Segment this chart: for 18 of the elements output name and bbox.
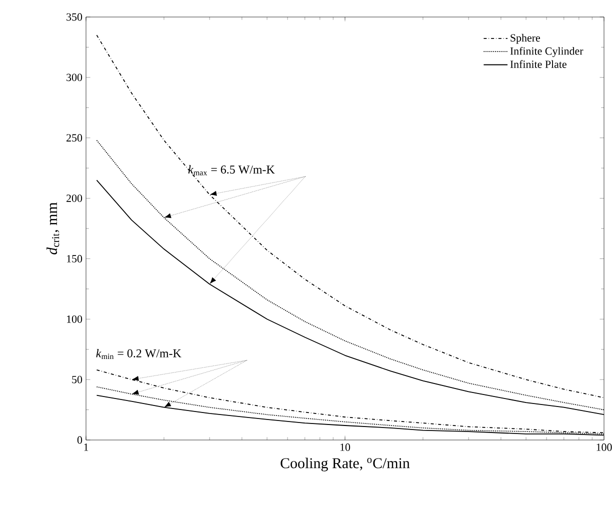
legend-label: Infinite Cylinder [510, 46, 584, 58]
y-tick-label: 200 [66, 194, 82, 202]
legend-label: Infinite Plate [510, 60, 566, 68]
annotation: k$_{min}$ = 0.2 W/m-K [96, 348, 182, 360]
y-axis-title: d$_{crit}$, mm [46, 202, 60, 254]
y-tick-label: 50 [72, 376, 82, 384]
y-tick-label: 100 [67, 315, 82, 323]
x-axis-title: Cooling Rate, $^{o}$C/min [280, 458, 410, 472]
x-tick-label: 100 [596, 444, 612, 451]
annotation: k$_{max}$ = 6.5 W/m-K [188, 165, 275, 176]
legend-label: Sphere [510, 34, 540, 44]
y-tick-label: 300 [66, 74, 82, 82]
y-tick-label: 150 [67, 255, 82, 262]
y-tick-label: 250 [66, 134, 82, 142]
x-tick-label: 10 [340, 444, 350, 451]
y-tick-label: 0 [77, 436, 82, 444]
x-tick-label: 1 [84, 444, 88, 451]
y-tick-label: 350 [66, 13, 82, 21]
